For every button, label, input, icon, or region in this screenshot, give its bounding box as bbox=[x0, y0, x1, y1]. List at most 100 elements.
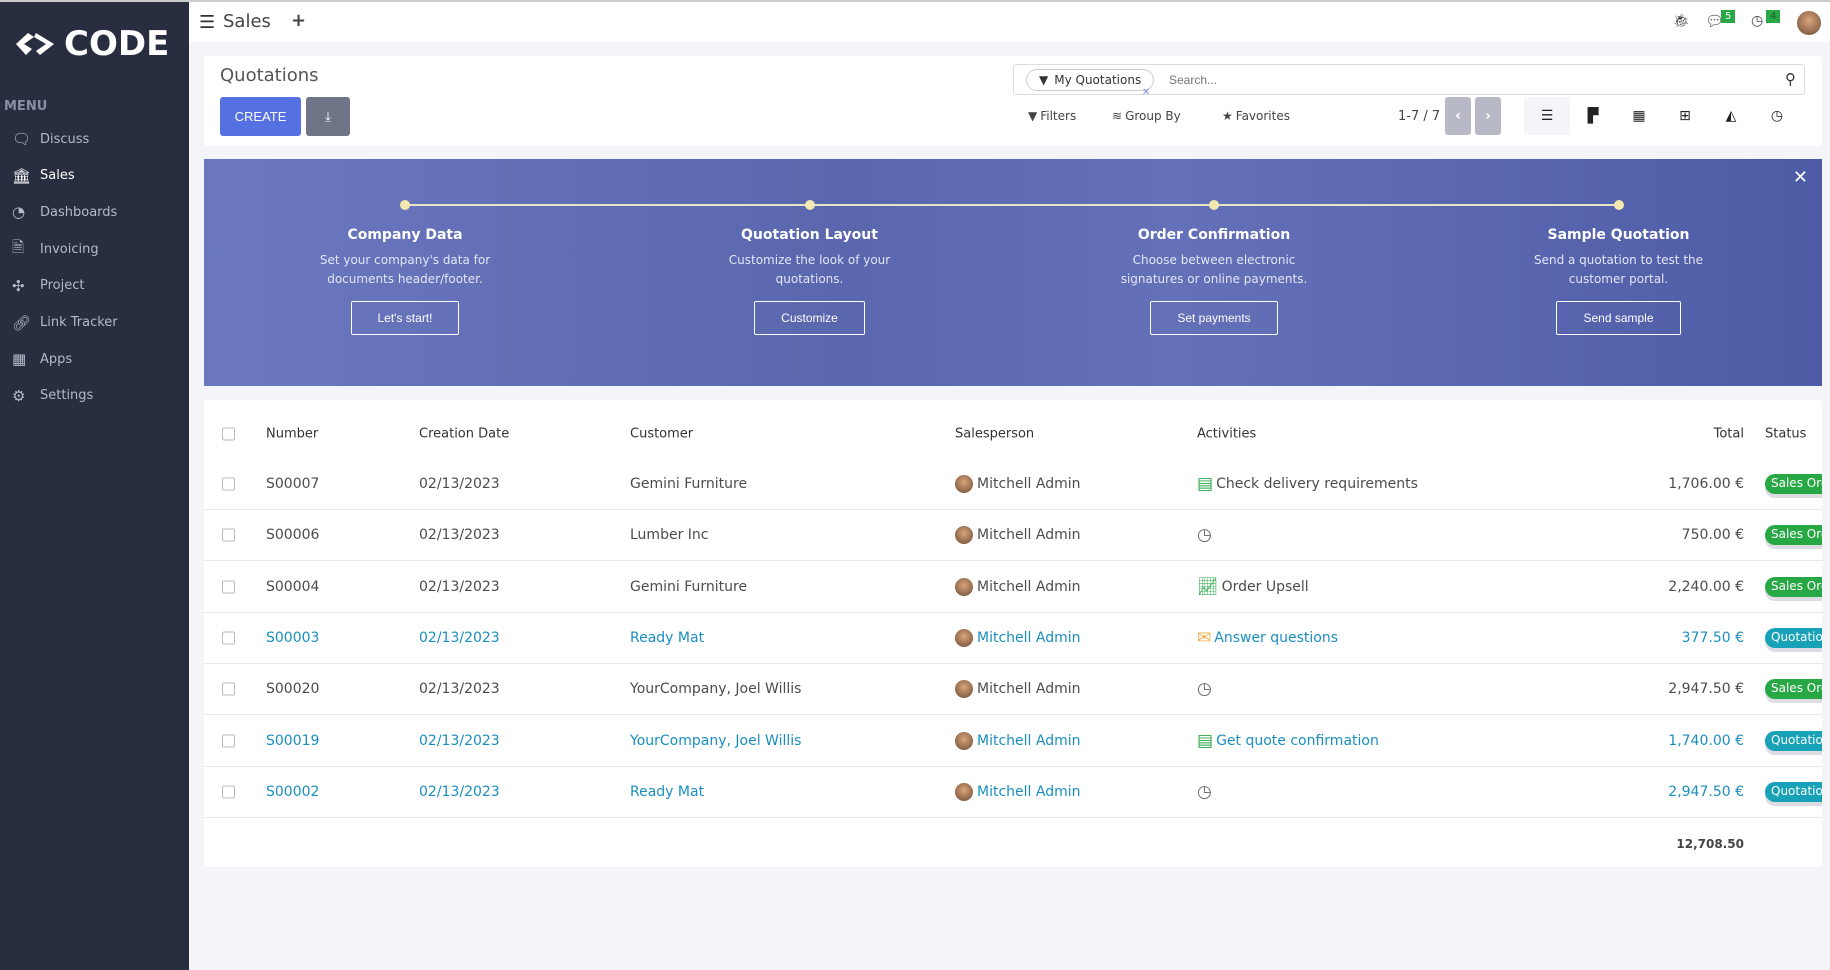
sidebar-item-dashboards[interactable]: ◔ Dashboards bbox=[12, 200, 117, 224]
download-button[interactable]: ⤓ bbox=[306, 97, 350, 136]
row-checkbox[interactable] bbox=[222, 580, 235, 594]
table-row[interactable]: S00004 02/13/2023 Gemini Furniture Mitch… bbox=[204, 562, 1822, 613]
page-title: Quotations bbox=[220, 65, 319, 86]
order-total: 377.50 € bbox=[1681, 629, 1744, 646]
debug-bug-icon[interactable]: 🐞︎ bbox=[1673, 14, 1690, 29]
table-row[interactable]: S00002 02/13/2023 Ready Mat Mitchell Adm… bbox=[204, 767, 1822, 818]
pager-next-button[interactable]: › bbox=[1475, 97, 1501, 135]
close-icon[interactable]: ✕ bbox=[1792, 167, 1808, 188]
sidebar-item-label: Settings bbox=[40, 388, 94, 404]
sidebar-item-settings[interactable]: ⚙ Settings bbox=[12, 384, 93, 408]
row-checkbox[interactable] bbox=[222, 734, 235, 747]
step-button[interactable]: Set payments bbox=[1150, 301, 1278, 335]
table-row[interactable]: S00006 02/13/2023 Lumber Inc Mitchell Ad… bbox=[204, 510, 1822, 562]
table-row[interactable]: S00003 02/13/2023 Ready Mat Mitchell Adm… bbox=[204, 613, 1822, 664]
header-date[interactable]: Creation Date bbox=[419, 426, 510, 441]
clock-icon[interactable]: ◷ bbox=[1197, 781, 1212, 802]
list-icon[interactable]: ▤ bbox=[1197, 474, 1214, 494]
filters-button[interactable]: ▼ Filters bbox=[1028, 109, 1076, 123]
envelope-icon[interactable]: ✉ bbox=[1197, 627, 1212, 648]
salesperson-avatar bbox=[955, 475, 973, 493]
salesperson-avatar bbox=[955, 731, 973, 750]
status-badge: Sales Order bbox=[1765, 525, 1822, 546]
add-icon[interactable]: + bbox=[291, 10, 307, 31]
grid-icon: ▦ bbox=[12, 350, 27, 369]
activity-summary: Order Upsell bbox=[1221, 578, 1309, 595]
row-checkbox[interactable] bbox=[222, 682, 235, 696]
group-by-button[interactable]: ≋ Group By bbox=[1112, 109, 1181, 123]
header-total[interactable]: Total bbox=[1713, 426, 1744, 441]
remove-facet-icon[interactable]: ✕ bbox=[1142, 87, 1151, 98]
sidebar-item-invoicing[interactable]: 🗎︎ Invoicing bbox=[12, 237, 99, 261]
list-view-button[interactable]: ☰ bbox=[1524, 97, 1570, 135]
customer: YourCompany, Joel Willis bbox=[630, 732, 802, 749]
link-icon: 🔗︎ bbox=[12, 313, 32, 332]
step-button[interactable]: Customize bbox=[754, 301, 865, 335]
status-badge: Sales Order bbox=[1765, 474, 1822, 494]
activity-view-button[interactable]: ◷ bbox=[1770, 108, 1784, 124]
create-button[interactable]: CREATE bbox=[220, 97, 301, 136]
facet-my-quotations[interactable]: ▼ My Quotations bbox=[1026, 69, 1155, 91]
pager-value[interactable]: 1-7 / 7 bbox=[1398, 109, 1441, 124]
row-checkbox[interactable] bbox=[222, 785, 235, 799]
order-number: S00020 bbox=[266, 681, 320, 698]
search-icon[interactable]: ⚲ bbox=[1785, 70, 1796, 88]
header-number[interactable]: Number bbox=[266, 426, 319, 441]
sidebar-item-label: Invoicing bbox=[40, 241, 99, 257]
kanban-view-button[interactable]: ▛ bbox=[1587, 108, 1599, 124]
header-activities[interactable]: Activities bbox=[1197, 426, 1257, 441]
messages-icon[interactable]: 💬︎ bbox=[1705, 12, 1725, 30]
select-all-checkbox[interactable] bbox=[222, 427, 235, 440]
salesperson: Mitchell Admin bbox=[977, 681, 1081, 698]
step-button[interactable]: Send sample bbox=[1556, 301, 1681, 335]
order-total: 2,947.50 € bbox=[1668, 681, 1744, 698]
step-text: Customize the look of your quotations. bbox=[728, 253, 891, 286]
gear-icon: ⚙ bbox=[12, 386, 26, 405]
favorites-button[interactable]: ★ Favorites bbox=[1222, 109, 1290, 123]
sidebar-item-link-tracker[interactable]: 🔗︎ Link Tracker bbox=[12, 311, 118, 335]
header-status[interactable]: Status bbox=[1765, 426, 1807, 441]
clock-icon[interactable]: ◷ bbox=[1197, 679, 1212, 700]
clock-icon[interactable]: ◷ bbox=[1197, 525, 1212, 546]
step-button[interactable]: Let's start! bbox=[350, 301, 460, 335]
graph-view-button[interactable]: ◭ bbox=[1725, 108, 1737, 124]
activity-summary: Get quote confirmation bbox=[1216, 732, 1379, 749]
sidebar-item-sales[interactable]: 🏛︎ Sales bbox=[12, 164, 75, 188]
list-icon[interactable]: ▤ bbox=[1197, 730, 1214, 751]
logo[interactable]: CODE bbox=[14, 24, 169, 64]
sidebar-item-discuss[interactable]: 🗨︎ Discuss bbox=[12, 127, 89, 151]
customer: Ready Mat bbox=[630, 783, 705, 800]
order-total: 1,740.00 € bbox=[1668, 732, 1744, 749]
chart-icon[interactable]: 📈︎ bbox=[1197, 576, 1219, 597]
search-input[interactable] bbox=[1169, 69, 1729, 91]
table-row[interactable]: S00019 02/13/2023 YourCompany, Joel Will… bbox=[204, 716, 1822, 767]
row-checkbox[interactable] bbox=[222, 477, 235, 491]
order-number: S00019 bbox=[266, 732, 320, 749]
order-number: S00006 bbox=[266, 527, 320, 544]
user-avatar[interactable] bbox=[1797, 11, 1821, 35]
sidebar: CODE MENU 🗨︎ Discuss 🏛︎ Sales ◔ Dashboards 🗎︎ I… bbox=[0, 0, 189, 970]
table-row[interactable]: S00007 02/13/2023 Gemini Furniture Mitch… bbox=[204, 459, 1822, 510]
onboarding-banner: Company Data Set your company's data for … bbox=[204, 159, 1822, 386]
header-salesperson[interactable]: Salesperson bbox=[955, 426, 1035, 441]
total-sum: 12,708.50 bbox=[1676, 837, 1744, 851]
calendar-view-button[interactable]: ▦ bbox=[1632, 108, 1646, 124]
bank-icon: 🏛︎ bbox=[12, 166, 32, 185]
app-title[interactable]: Sales bbox=[223, 11, 271, 32]
sidebar-item-apps[interactable]: ▦ Apps bbox=[12, 347, 72, 371]
pager-previous-button[interactable]: ‹ bbox=[1445, 97, 1471, 135]
table-row[interactable]: S00020 02/13/2023 YourCompany, Joel Will… bbox=[204, 664, 1822, 716]
creation-date: 02/13/2023 bbox=[419, 578, 500, 595]
creation-date: 02/13/2023 bbox=[419, 476, 500, 492]
pivot-view-button[interactable]: ⊞ bbox=[1679, 108, 1691, 124]
sidebar-item-project[interactable]: ✣ Project bbox=[12, 274, 84, 298]
step-1: Company Data Set your company's data for … bbox=[255, 159, 555, 335]
header-customer[interactable]: Customer bbox=[630, 426, 694, 441]
hamburger-menu-icon[interactable]: ☰ bbox=[199, 12, 216, 33]
salesperson-avatar bbox=[955, 577, 973, 596]
row-checkbox[interactable] bbox=[222, 631, 235, 645]
activities-clock-icon[interactable]: ◷ bbox=[1751, 13, 1764, 29]
favorites-label: Favorites bbox=[1235, 109, 1290, 123]
row-checkbox[interactable] bbox=[222, 528, 235, 542]
order-number: S00007 bbox=[266, 476, 320, 492]
